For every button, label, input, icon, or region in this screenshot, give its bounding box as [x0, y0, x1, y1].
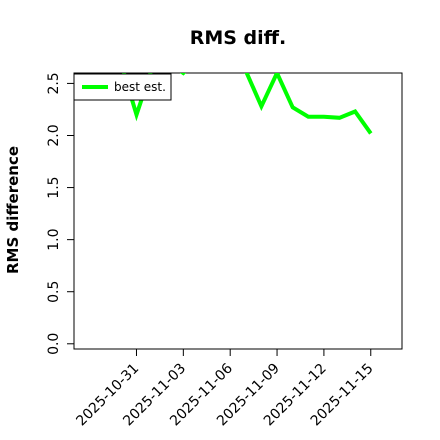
y-tick-label: 0.0 — [46, 333, 62, 355]
y-tick-label: 2.0 — [46, 124, 62, 146]
x-axis: 2025-10-312025-11-032025-11-062025-11-09… — [73, 349, 377, 429]
legend-label: best est. — [114, 80, 166, 94]
y-axis-label: RMS difference — [4, 146, 22, 274]
chart-title: RMS diff. — [190, 27, 287, 49]
plot-frame — [73, 72, 403, 350]
y-tick-label: 1.0 — [46, 229, 62, 251]
legend: best est. — [73, 73, 172, 101]
y-tick-label: 1.5 — [46, 176, 62, 198]
y-tick-label: 2.5 — [46, 72, 62, 94]
y-axis: 0.0 0.5 1.0 1.5 2.0 2.5 — [46, 72, 74, 355]
y-tick-label: 0.5 — [46, 281, 62, 303]
